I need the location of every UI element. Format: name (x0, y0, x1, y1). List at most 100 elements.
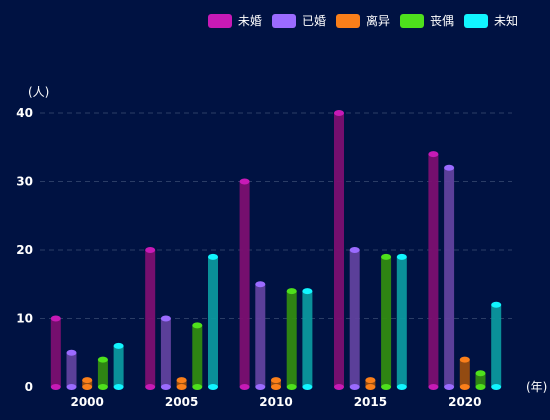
bar-base (255, 384, 266, 390)
bar-body (97, 359, 108, 387)
bar (113, 342, 124, 390)
bar-base (381, 384, 392, 390)
bar-top (444, 164, 455, 171)
legend-swatch (207, 13, 232, 28)
bar-base (145, 384, 156, 390)
bar-base (208, 384, 218, 390)
legend-item[interactable]: 离异 (335, 12, 390, 29)
y-tick-label: 10 (16, 312, 33, 326)
bar-base (239, 384, 250, 390)
bar-top (334, 110, 344, 116)
x-axis-label: (年) (526, 380, 547, 394)
bar-body (475, 373, 486, 387)
bar (491, 301, 502, 390)
bar-body (459, 359, 470, 387)
legend-item[interactable]: 未婚 (207, 12, 262, 29)
bar-top (302, 288, 313, 295)
bar-top (349, 247, 360, 253)
x-tick-label: 2015 (354, 395, 387, 409)
legend-label: 丧偶 (429, 14, 454, 28)
bar (381, 253, 392, 390)
bar-top (365, 377, 376, 384)
chart-legend[interactable]: 未婚 已婚 离异 丧偶 未知 (207, 12, 518, 29)
bar-body (176, 380, 187, 387)
bar-body (113, 345, 124, 387)
bar-base (160, 384, 171, 390)
bar-base (302, 384, 313, 390)
bar-top (97, 356, 108, 363)
bar (255, 281, 266, 390)
bar-body (302, 291, 313, 387)
bar-body (271, 380, 281, 387)
bar-top (491, 301, 502, 308)
legend-swatch (463, 13, 488, 28)
bar-top (459, 356, 470, 363)
bar-base (491, 384, 502, 390)
bar-top (113, 342, 124, 349)
legend-item[interactable]: 已婚 (271, 12, 326, 29)
bar (208, 253, 218, 390)
x-tick-label: 2010 (259, 395, 292, 409)
bar-top (255, 281, 266, 288)
bar (334, 110, 344, 390)
bar-top (160, 315, 171, 322)
legend-item[interactable]: 未知 (463, 12, 518, 29)
x-tick-label: 2000 (70, 395, 103, 409)
bar-body (50, 318, 61, 387)
bar-body (82, 380, 93, 387)
bar (97, 356, 108, 390)
legend-label: 未知 (493, 14, 518, 28)
bar-body (396, 256, 407, 387)
bar-top (239, 178, 250, 185)
bar-top (192, 322, 203, 329)
bar-body (208, 256, 218, 387)
bar-body (239, 181, 250, 387)
y-tick-label: 20 (16, 243, 33, 257)
y-axis-label: (人) (28, 85, 49, 99)
bar-body (66, 352, 77, 387)
legend-swatch (271, 13, 296, 28)
bar-base (66, 384, 77, 390)
bar (176, 377, 187, 390)
bar-body (365, 380, 376, 387)
bar-top (396, 253, 407, 260)
bar (50, 315, 61, 390)
bar-top (475, 370, 486, 377)
bar-base (286, 384, 297, 390)
bar (271, 377, 281, 390)
bar-base (113, 384, 124, 390)
bar (286, 288, 297, 390)
y-tick-label: 0 (25, 380, 33, 394)
bar-base (365, 384, 376, 390)
bar (349, 247, 360, 390)
bar (396, 253, 407, 390)
bar-base (475, 384, 486, 390)
legend-swatch (335, 13, 360, 28)
bar (428, 151, 439, 390)
bar (66, 349, 77, 390)
bar-body (286, 291, 297, 387)
legend-swatch (399, 13, 424, 28)
legend-item[interactable]: 丧偶 (399, 12, 454, 29)
bar-base (428, 384, 439, 390)
bar-base (349, 384, 360, 390)
bar-body (444, 167, 455, 387)
bar (365, 377, 376, 390)
bar-top (50, 315, 61, 322)
bar (239, 178, 250, 390)
bar-top (82, 377, 93, 384)
y-tick-label: 30 (16, 175, 33, 189)
bar (160, 315, 171, 390)
bar (475, 370, 486, 390)
bar (444, 164, 455, 390)
bar-base (444, 384, 455, 390)
bar-body (428, 154, 439, 387)
bar-top (271, 377, 281, 384)
bar-body (349, 250, 360, 387)
bar-body (334, 113, 344, 387)
legend-label: 未婚 (237, 14, 262, 28)
bar-body (145, 250, 156, 387)
bar-top (428, 151, 439, 158)
bar-top (286, 288, 297, 295)
y-tick-label: 40 (16, 106, 33, 120)
